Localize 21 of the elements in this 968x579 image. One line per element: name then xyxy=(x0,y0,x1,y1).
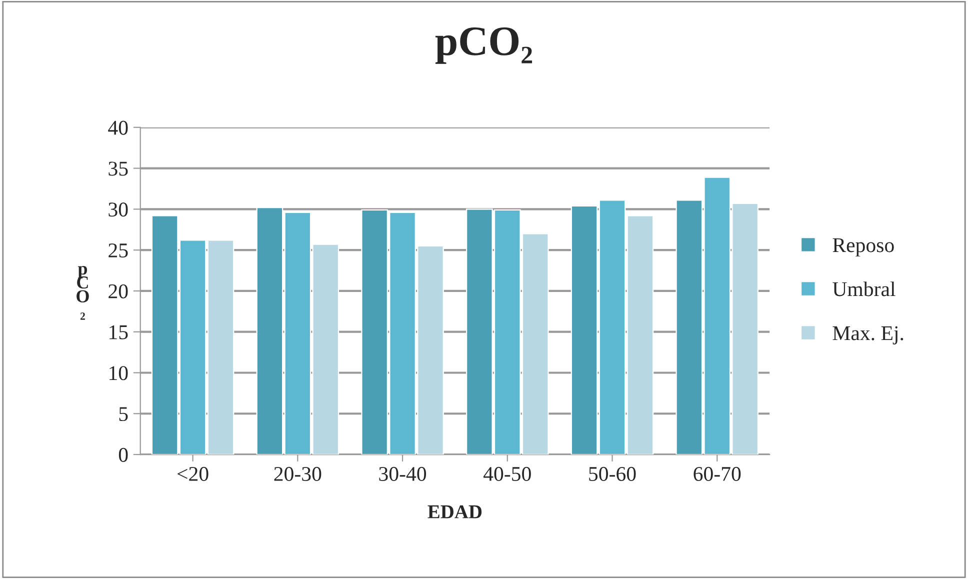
x-tick-label: <20 xyxy=(178,466,208,481)
x-tick-label: 50-60 xyxy=(589,466,636,481)
legend-label: Max. Ej. xyxy=(832,326,904,344)
y-tick-label: 40 xyxy=(108,120,128,135)
y-tick-label: 20 xyxy=(108,284,128,298)
x-tick-label: 60-70 xyxy=(694,466,741,481)
chart-title: pCO₂ xyxy=(435,27,532,64)
y-tick-label: 30 xyxy=(108,202,128,217)
y-tick-label: 25 xyxy=(108,243,128,258)
y-axis-title: pCO₂ xyxy=(76,266,89,320)
legend-label: Umbral xyxy=(832,282,896,296)
x-tick-label: 40-50 xyxy=(484,466,531,481)
legend-label: Reposo xyxy=(832,238,894,256)
y-tick-label: 10 xyxy=(110,366,128,380)
y-tick-label: 15 xyxy=(110,325,128,340)
x-tick-label: 20-30 xyxy=(274,466,322,481)
x-axis-title: EDAD xyxy=(428,505,482,518)
x-tick-label: 30-40 xyxy=(379,466,426,481)
y-tick-label: 5 xyxy=(119,407,128,422)
y-tick-label: 35 xyxy=(108,162,128,176)
y-tick-label: 0 xyxy=(118,448,128,462)
